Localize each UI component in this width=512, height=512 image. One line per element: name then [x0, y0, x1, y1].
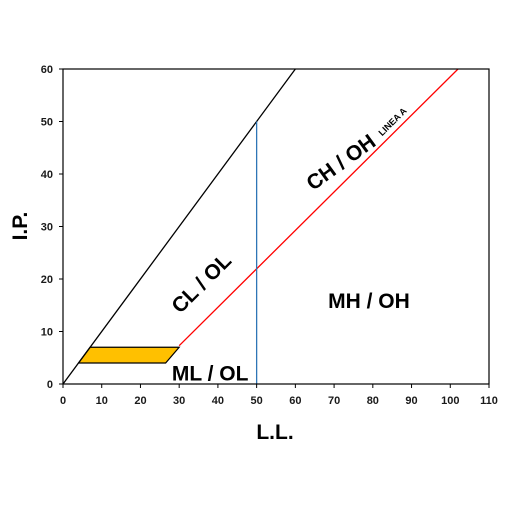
x-tick-label: 60	[289, 395, 301, 407]
y-tick-label: 40	[41, 169, 53, 181]
y-tick-label: 0	[47, 379, 53, 391]
y-axis-title: I.P.	[9, 212, 32, 241]
plot-frame	[62, 68, 490, 385]
a-line	[178, 69, 459, 347]
tick-labels: 0 10 20 30 40 50 60 70 80 90 100 110 0 10 20 30 40 50 60	[41, 64, 498, 407]
x-tick-label: 110	[480, 395, 498, 407]
x-tick-label: 0	[60, 395, 66, 407]
cl-ml-shaded-zone	[77, 346, 181, 364]
y-tick-label: 50	[41, 117, 53, 129]
x-tick-label: 40	[212, 395, 224, 407]
x-tick-label: 100	[441, 395, 459, 407]
x-tick-label: 10	[96, 395, 108, 407]
x-tick-label: 80	[367, 395, 379, 407]
x-axis-title: L.L.	[256, 421, 293, 444]
x-tick-label: 30	[173, 395, 185, 407]
u-line	[63, 69, 296, 384]
y-tick-label: 30	[41, 222, 53, 234]
x-tick-label: 20	[134, 395, 146, 407]
y-tick-label: 10	[41, 327, 53, 339]
x-tick-label: 50	[251, 395, 263, 407]
region-label-mh-oh: MH / OH	[328, 290, 410, 313]
region-label-ml-ol: ML / OL	[172, 363, 249, 386]
x-tick-label: 90	[405, 395, 417, 407]
region-label-cl-ol: CL / OL	[167, 249, 236, 318]
y-tick-label: 60	[41, 64, 53, 76]
x-tick-label: 70	[328, 395, 340, 407]
y-tick-label: 20	[41, 274, 53, 286]
